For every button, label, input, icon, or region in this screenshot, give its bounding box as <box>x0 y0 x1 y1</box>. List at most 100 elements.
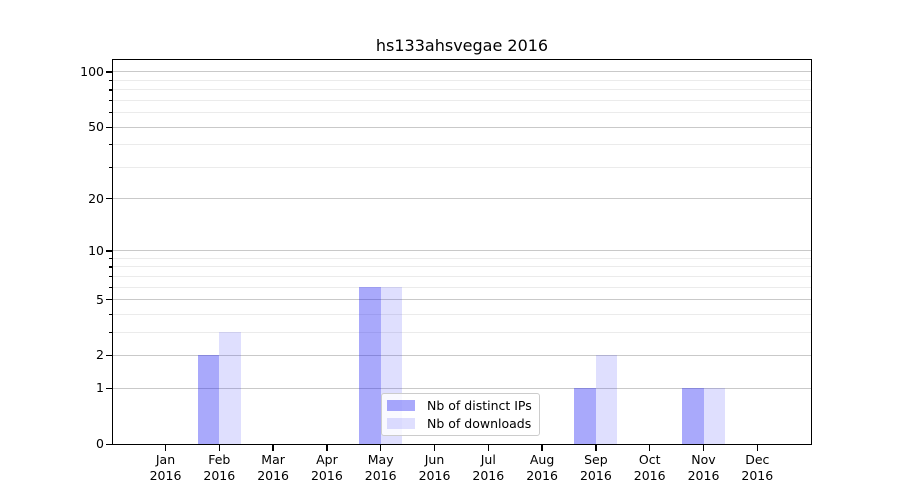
gridline-major <box>113 198 811 200</box>
gridline-minor <box>113 89 811 91</box>
x-tick-label-month: Oct <box>638 452 661 467</box>
x-tick-label-month: Sep <box>584 452 608 467</box>
bar-sep-nb-of-distinct-ips <box>574 388 596 444</box>
y-tick-label: 20 <box>88 190 104 206</box>
x-tick-label-year: 2016 <box>633 468 666 483</box>
gridline-minor <box>113 99 811 101</box>
gridline-minor <box>113 331 811 333</box>
y-minor-tick <box>109 166 113 168</box>
y-minor-tick <box>109 331 113 334</box>
legend-label: Nb of distinct IPs <box>427 398 532 413</box>
x-tick <box>164 444 167 451</box>
y-minor-tick <box>109 89 113 91</box>
y-tick <box>106 126 113 128</box>
x-tick-label-year: 2016 <box>418 468 451 483</box>
x-tick-label-year: 2016 <box>257 468 289 483</box>
gridline-minor <box>113 257 811 259</box>
x-tick-label: Jul 2016 <box>456 452 520 484</box>
gridline-minor <box>113 79 811 81</box>
gridline-minor <box>113 144 811 146</box>
y-minor-tick <box>109 257 113 260</box>
x-tick-label-year: 2016 <box>310 468 343 483</box>
y-tick-label: 50 <box>88 119 104 135</box>
y-tick <box>106 250 113 252</box>
y-tick-label: 0 <box>96 436 104 451</box>
x-tick <box>380 444 382 451</box>
y-tick <box>106 387 113 389</box>
x-tick-label: Apr 2016 <box>295 452 359 484</box>
x-tick-label: Jan 2016 <box>134 452 198 484</box>
y-minor-tick <box>109 266 113 268</box>
y-minor-tick <box>109 112 113 114</box>
x-tick-label-month: May <box>367 452 394 467</box>
bar-feb-nb-of-distinct-ips <box>197 355 220 444</box>
x-tick <box>756 444 758 451</box>
y-tick <box>106 198 113 200</box>
x-tick-label-month: Apr <box>316 452 338 467</box>
bar-nov-nb-of-downloads <box>703 388 725 444</box>
gridline-minor <box>113 313 811 315</box>
x-tick <box>272 444 274 451</box>
y-minor-tick <box>109 144 113 146</box>
gridline-major <box>113 354 811 356</box>
y-tick-label: 5 <box>96 291 104 307</box>
x-tick <box>487 444 489 451</box>
bar-sep-nb-of-downloads <box>595 355 618 444</box>
x-tick-label: Mar 2016 <box>241 452 305 484</box>
x-tick-label-year: 2016 <box>149 468 182 483</box>
y-tick <box>106 443 113 445</box>
x-tick-label: Feb 2016 <box>187 452 251 484</box>
x-tick-label: May 2016 <box>349 452 413 484</box>
x-tick-label-month: Feb <box>208 452 231 467</box>
y-minor-tick <box>109 99 113 102</box>
gridlines-layer <box>113 60 811 444</box>
y-tick-label: 2 <box>96 347 104 363</box>
legend-swatch-nb-of-downloads <box>387 418 415 429</box>
x-tick-label: Aug 2016 <box>510 452 574 484</box>
legend-label: Nb of downloads <box>427 416 532 431</box>
x-tick-label: Sep 2016 <box>564 452 628 484</box>
x-tick-label: Jun 2016 <box>403 452 467 484</box>
x-tick <box>541 444 543 451</box>
y-minor-tick <box>109 79 113 82</box>
gridline-major <box>113 71 811 73</box>
bar-feb-nb-of-downloads <box>219 332 241 444</box>
y-tick-label: 100 <box>80 63 104 79</box>
x-tick-label-year: 2016 <box>203 468 236 483</box>
x-tick-label-month: Dec <box>745 452 770 467</box>
x-tick-label-year: 2016 <box>687 468 720 483</box>
legend-item: Nb of distinct IPs <box>387 399 532 412</box>
gridline-minor <box>113 286 811 288</box>
legend-item: Nb of downloads <box>387 417 532 430</box>
y-tick <box>106 354 113 357</box>
y-minor-tick <box>109 313 113 316</box>
x-tick <box>595 444 597 451</box>
x-tick-label-year: 2016 <box>526 468 558 483</box>
gridline-minor <box>113 266 811 268</box>
chart-title: hs133ahsvegae 2016 <box>375 36 549 55</box>
x-tick-label: Nov 2016 <box>672 452 736 484</box>
x-tick-label-year: 2016 <box>364 468 397 483</box>
y-tick <box>106 71 113 73</box>
x-tick <box>433 444 436 451</box>
gridline-major <box>113 299 811 301</box>
x-tick <box>702 444 705 451</box>
plot-area <box>112 59 812 445</box>
x-tick-label-month: Jun <box>424 452 445 467</box>
y-tick <box>106 299 113 301</box>
bar-may-nb-of-distinct-ips <box>359 287 381 444</box>
legend-swatch-nb-of-distinct-ips <box>387 400 415 411</box>
y-tick-label: 10 <box>88 242 104 258</box>
x-tick-label: Oct 2016 <box>618 452 682 484</box>
gridline-minor <box>113 275 811 277</box>
x-tick-label-month: Mar <box>261 452 285 467</box>
x-tick-label-month: Aug <box>529 452 555 467</box>
gridline-minor <box>113 166 811 168</box>
y-minor-tick <box>109 286 113 288</box>
y-tick-label: 1 <box>96 380 104 396</box>
y-minor-tick <box>109 275 113 278</box>
gridline-minor <box>113 112 811 114</box>
gridline-major <box>113 126 811 128</box>
legend: Nb of distinct IPs Nb of downloads <box>381 393 540 436</box>
